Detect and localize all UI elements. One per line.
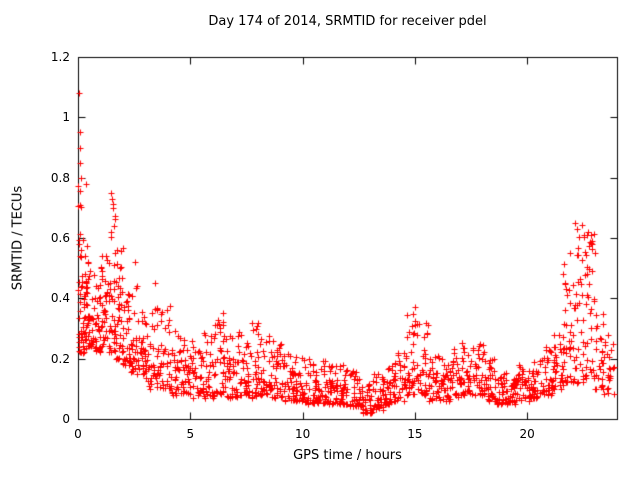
- chart-title: Day 174 of 2014, SRMTID for receiver pde…: [208, 14, 487, 29]
- y-tick-label: 1: [62, 110, 70, 125]
- y-tick-label: 0.8: [50, 170, 70, 185]
- x-tick-label: 5: [186, 427, 195, 441]
- y-tick-label: 1.2: [50, 50, 70, 64]
- x-tick-label: 0: [74, 427, 82, 441]
- y-tick-label: 0.2: [50, 351, 70, 366]
- x-tick-label: 10: [294, 427, 311, 441]
- x-axis-label: GPS time / hours: [293, 448, 402, 463]
- x-tick-label: 15: [407, 427, 423, 441]
- y-tick-label: 0.4: [50, 291, 70, 306]
- y-tick-label: 0: [62, 412, 70, 426]
- x-tick-label: 20: [519, 427, 535, 441]
- y-tick-label: 0.6: [50, 231, 70, 245]
